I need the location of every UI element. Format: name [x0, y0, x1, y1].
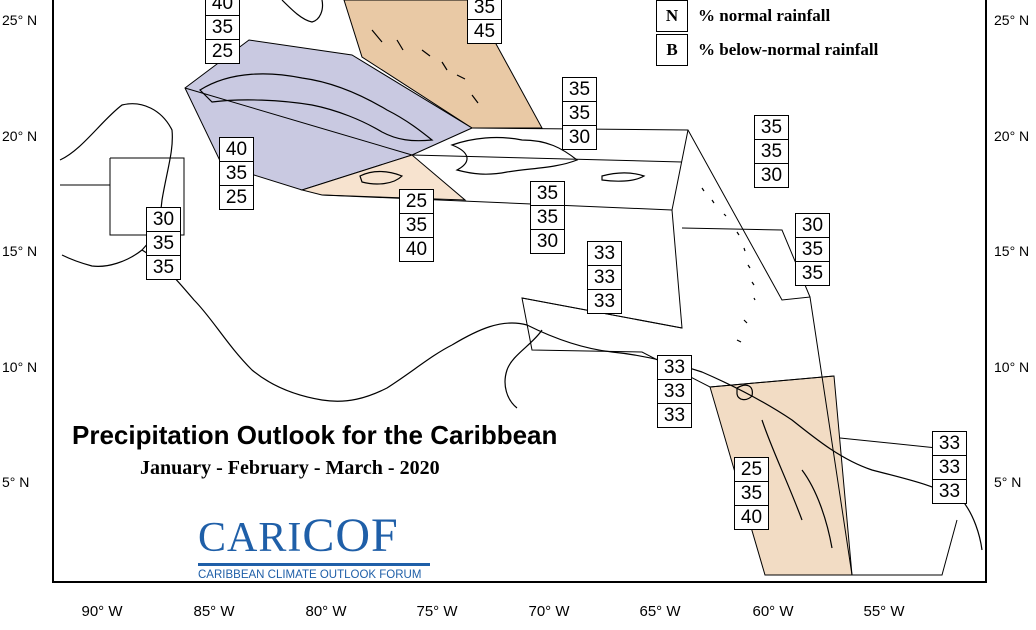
logo-wordmark: CARICOF [198, 512, 430, 562]
logo-tagline: CARIBBEAN CLIMATE OUTLOOK FORUM [198, 569, 422, 581]
lon-label-75: 75° W [416, 603, 458, 620]
lat-label-left-5: 5° N [2, 474, 30, 490]
region-box-turks-caicos: 35 35 30 [562, 77, 597, 150]
lat-label-right-5: 5° N [994, 474, 1022, 490]
prob-value: 33 [933, 432, 966, 456]
lon-label-70: 70° W [528, 603, 570, 620]
region-box-southern-caribbean-sea: 33 33 33 [587, 241, 622, 314]
prob-value: 33 [658, 356, 691, 380]
legend-normal: N % normal rainfall [656, 0, 830, 32]
region-box-suriname-french-guiana: 33 33 33 [932, 431, 967, 504]
prob-value: 25 [211, 41, 234, 62]
prob-value: 33 [588, 242, 621, 266]
prob-value: 35 [152, 257, 175, 278]
logo-name-part2: COF [302, 509, 399, 562]
lat-label-right-20: 20° N [994, 128, 1030, 144]
map-title: Precipitation Outlook for the Caribbean [72, 420, 558, 450]
region-box-jamaica: 25 35 40 [399, 189, 434, 262]
prob-value: 35 [468, 0, 501, 20]
map-canvas [59, 0, 983, 576]
caricof-logo: CARICOF CARIBBEAN CLIMATE OUTLOOK FORUM [198, 512, 430, 581]
prob-value: 35 [796, 238, 829, 262]
prob-value: 35 [400, 214, 433, 238]
region-box-guyana: 25 35 40 [734, 457, 769, 530]
legend-text-normal: % normal rainfall [698, 6, 831, 25]
prob-value: 33 [588, 266, 621, 290]
prob-value: 40 [206, 0, 239, 16]
prob-value: 30 [796, 214, 829, 238]
lon-label-60: 60° W [752, 603, 794, 620]
map-area [52, 0, 987, 583]
prob-value: 33 [933, 456, 966, 480]
lat-label-left-15: 15° N [2, 243, 38, 259]
lat-label-left-25: 25° N [2, 12, 38, 28]
prob-value: 35 [206, 16, 239, 40]
legend-key-normal: N [656, 0, 688, 32]
lat-label-right-15: 15° N [994, 243, 1030, 259]
prob-value: 40 [405, 239, 428, 260]
region-box-northwest: 40 35 25 [205, 0, 240, 64]
region-box-hispaniola: 35 35 30 [530, 181, 565, 254]
prob-value: 35 [755, 116, 788, 140]
prob-value: 30 [147, 208, 180, 232]
prob-value: 35 [755, 140, 788, 164]
prob-value: 40 [740, 507, 763, 528]
lon-label-80: 80° W [305, 603, 347, 620]
prob-value: 35 [147, 232, 180, 256]
region-box-eastern-caribbean: 30 35 35 [795, 213, 830, 286]
logo-rule [198, 563, 430, 566]
prob-value: 33 [593, 291, 616, 312]
prob-value: 25 [225, 187, 248, 208]
prob-value: 30 [568, 127, 591, 148]
legend-text-below: % below-normal rainfall [698, 40, 879, 59]
region-box-bahamas: 35 45 [467, 0, 502, 44]
prob-value: 35 [563, 102, 596, 126]
coastlines [59, 0, 983, 551]
prob-value: 35 [531, 206, 564, 230]
prob-value: 30 [536, 231, 559, 252]
prob-value: 45 [473, 21, 496, 42]
prob-value: 25 [400, 190, 433, 214]
region-box-leeward-islands: 35 35 30 [754, 115, 789, 188]
region-box-cuba: 40 35 25 [219, 137, 254, 210]
logo-name-part1: CARI [198, 515, 303, 561]
lat-label-left-10: 10° N [2, 359, 38, 375]
prob-value: 33 [658, 380, 691, 404]
prob-value: 25 [735, 458, 768, 482]
prob-value: 40 [220, 138, 253, 162]
lat-label-right-25: 25° N [994, 12, 1030, 28]
lon-label-90: 90° W [81, 603, 123, 620]
prob-value: 33 [938, 481, 961, 502]
prob-value: 30 [760, 165, 783, 186]
map-subtitle: January - February - March - 2020 [140, 457, 440, 479]
guyana-region [709, 375, 853, 576]
prob-value: 35 [220, 162, 253, 186]
prob-value: 35 [531, 182, 564, 206]
prob-value: 35 [735, 482, 768, 506]
lat-label-right-10: 10° N [994, 359, 1030, 375]
lon-label-65: 65° W [639, 603, 681, 620]
lat-label-left-20: 20° N [2, 128, 38, 144]
region-box-trinidad: 33 33 33 [657, 355, 692, 428]
lon-label-55: 55° W [863, 603, 905, 620]
jamaica-region [300, 154, 467, 201]
lon-label-85: 85° W [193, 603, 235, 620]
legend-key-below: B [656, 34, 688, 66]
prob-value: 35 [801, 263, 824, 284]
prob-value: 33 [663, 405, 686, 426]
region-box-belize: 30 35 35 [146, 207, 181, 280]
legend-below-normal: B % below-normal rainfall [656, 34, 878, 66]
prob-value: 35 [563, 78, 596, 102]
